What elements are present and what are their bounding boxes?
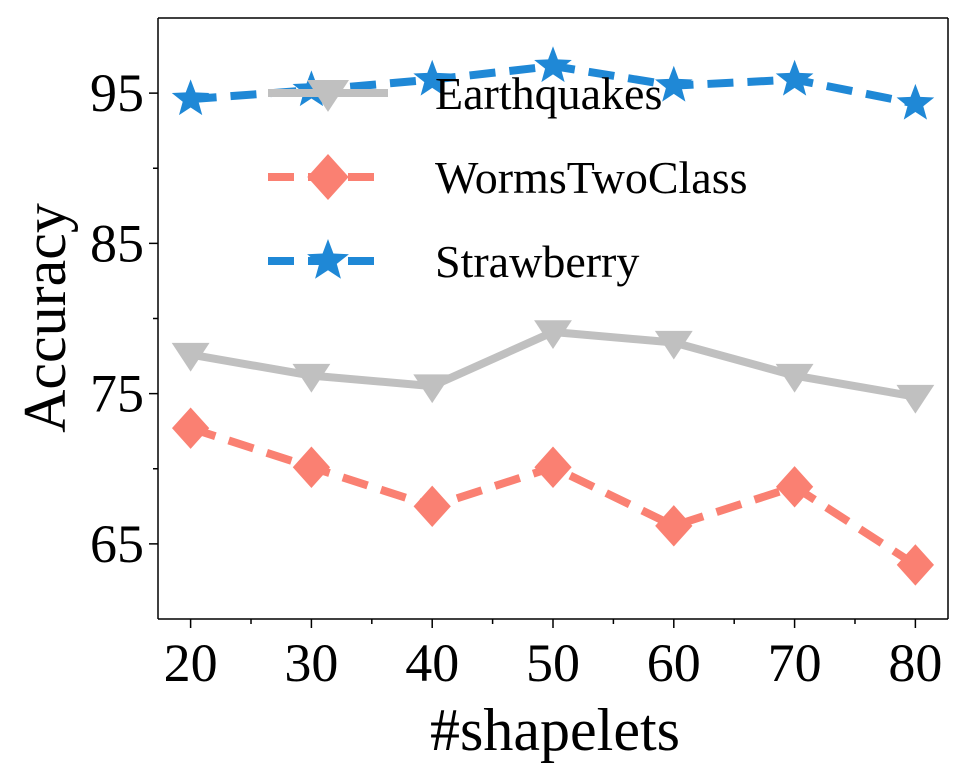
- legend-item-strawberry: Strawberry: [268, 236, 639, 287]
- series-layer: [171, 46, 935, 586]
- data-point-earthquakes: [171, 342, 210, 372]
- data-point-wormstwoclass: [655, 505, 693, 547]
- data-point-wormstwoclass: [292, 446, 331, 488]
- x-tick-label: 40: [405, 633, 459, 693]
- x-tick-label: 30: [284, 633, 338, 693]
- x-tick-label: 70: [768, 633, 822, 693]
- y-tick-label: 75: [90, 364, 144, 424]
- data-point-earthquakes: [775, 363, 814, 393]
- legend-marker-earthquakes: [307, 79, 349, 112]
- series-earthquakes: [171, 320, 935, 414]
- data-point-strawberry: [171, 79, 210, 116]
- data-point-wormstwoclass: [896, 544, 935, 586]
- x-tick-label: 20: [164, 633, 218, 693]
- data-point-earthquakes: [292, 363, 331, 393]
- data-point-earthquakes: [654, 330, 693, 360]
- legend-marker-strawberry: [307, 239, 349, 279]
- legend-label-earthquakes: Earthquakes: [435, 68, 662, 119]
- data-point-wormstwoclass: [413, 485, 451, 528]
- y-tick-label: 85: [90, 213, 144, 273]
- legend-item-earthquakes: Earthquakes: [268, 68, 662, 119]
- data-point-wormstwoclass: [775, 466, 814, 508]
- y-tick-label: 95: [90, 63, 144, 123]
- data-point-wormstwoclass: [171, 407, 210, 449]
- legend-marker-wormstwoclass: [307, 154, 349, 200]
- y-tick-label: 65: [90, 514, 144, 574]
- data-point-earthquakes: [413, 374, 452, 404]
- x-axis-label: #shapelets: [430, 697, 680, 763]
- data-point-earthquakes: [896, 384, 935, 414]
- data-point-strawberry: [534, 46, 572, 83]
- data-point-strawberry: [654, 65, 693, 102]
- legend: Earthquakes WormsTwoClass Strawberry: [268, 68, 748, 287]
- x-axis-ticks: 20 30 40 50 60 70 80: [164, 619, 942, 693]
- legend-label-wormstwoclass: WormsTwoClass: [435, 152, 748, 203]
- data-point-strawberry: [775, 59, 814, 96]
- x-tick-label: 50: [526, 633, 580, 693]
- legend-label-strawberry: Strawberry: [435, 236, 639, 287]
- series-wormstwoclass: [171, 407, 935, 586]
- data-point-strawberry: [413, 59, 452, 96]
- x-tick-label: 60: [647, 633, 701, 693]
- y-axis-ticks: 65 75 85 95: [90, 63, 158, 574]
- data-point-strawberry: [896, 83, 935, 120]
- legend-item-wormstwoclass: WormsTwoClass: [268, 152, 748, 203]
- data-point-strawberry: [292, 70, 331, 107]
- x-tick-label: 80: [888, 633, 942, 693]
- y-axis-label: Accuracy: [12, 203, 78, 433]
- data-point-wormstwoclass: [534, 446, 572, 488]
- data-point-earthquakes: [534, 320, 572, 350]
